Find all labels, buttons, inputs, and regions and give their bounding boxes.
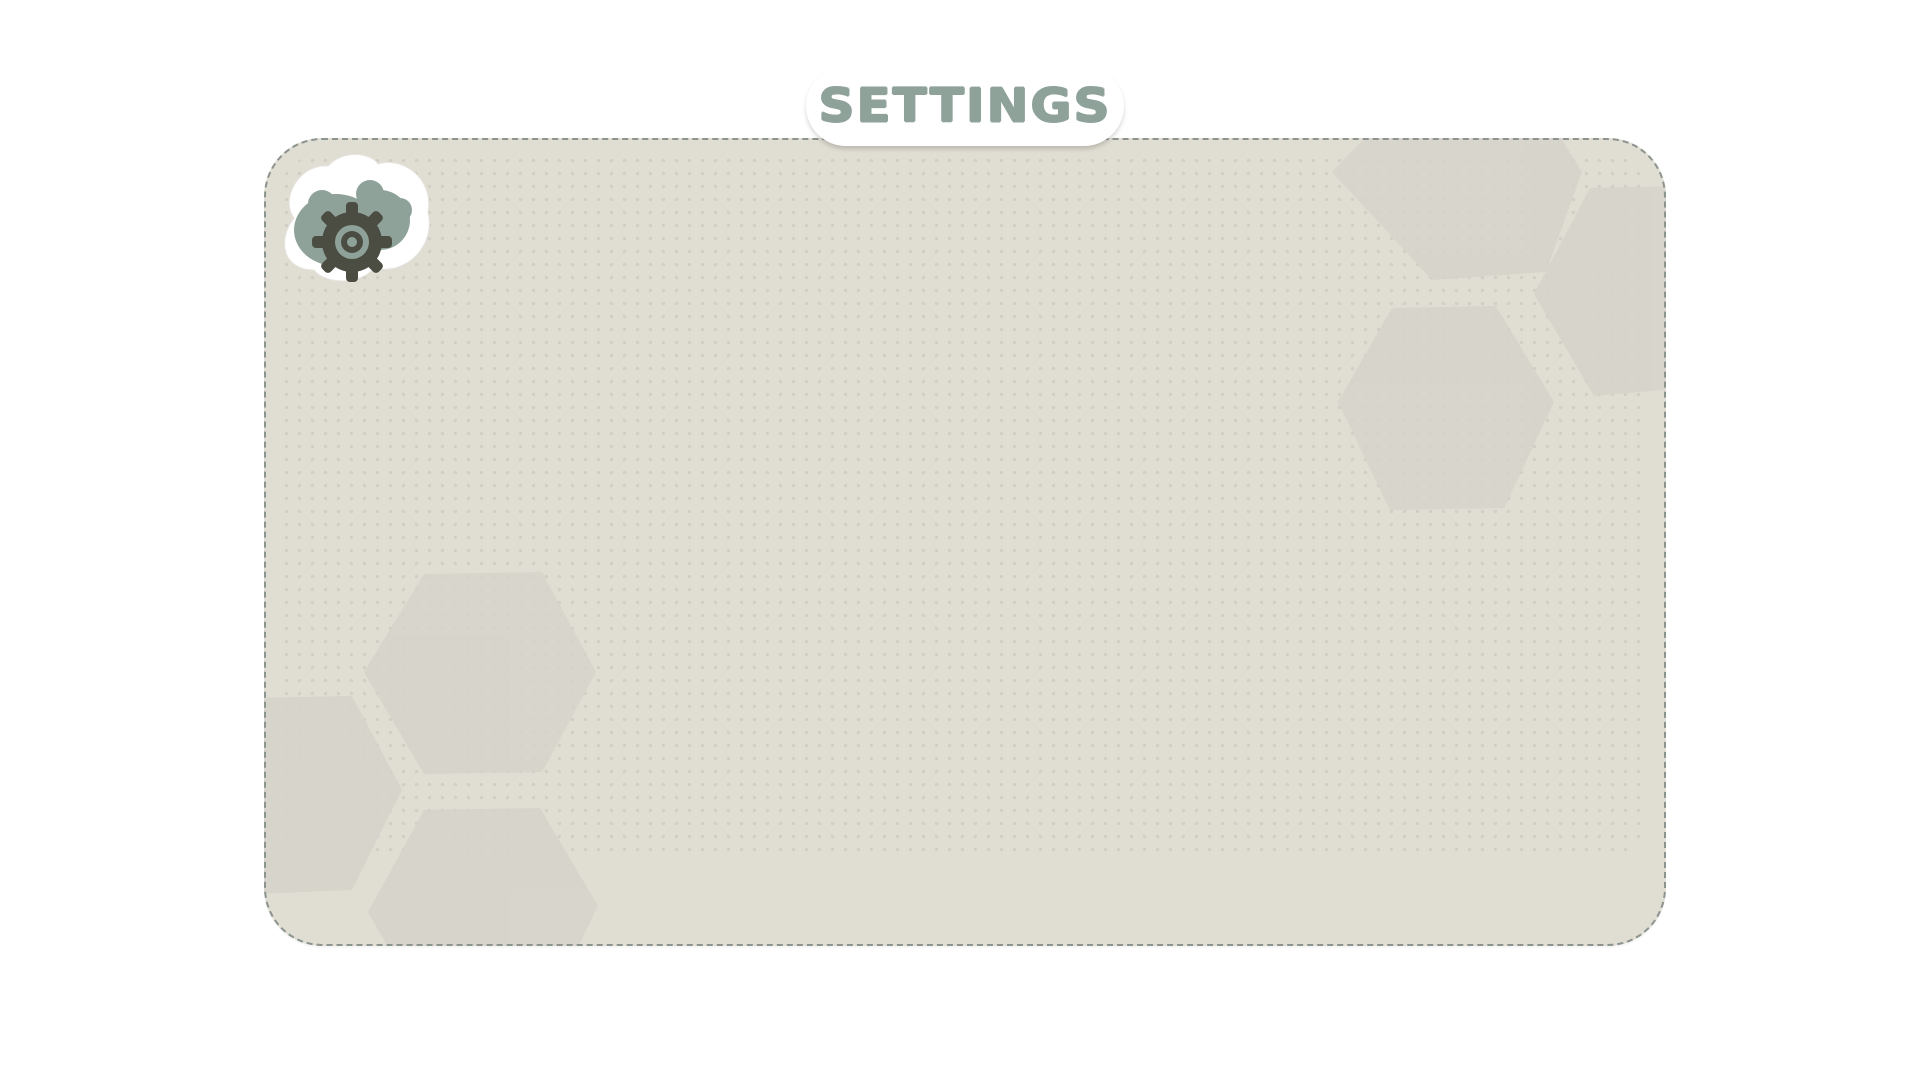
hexagon-shape	[368, 808, 598, 946]
gear-badge-graphic	[284, 154, 430, 282]
settings-panel	[264, 138, 1666, 946]
hexagon-decoration	[264, 138, 1666, 946]
page-title: SETTINGS	[818, 79, 1112, 133]
hexagon-shape	[264, 696, 402, 894]
hexagon-shape	[1338, 306, 1554, 510]
hexagon-shape	[1534, 186, 1666, 396]
hexagon-shape	[1332, 138, 1582, 280]
gear-icon	[312, 202, 392, 282]
hexagon-shape	[364, 572, 596, 774]
settings-gear-button[interactable]	[274, 148, 438, 284]
title-tab: SETTINGS	[806, 66, 1124, 146]
